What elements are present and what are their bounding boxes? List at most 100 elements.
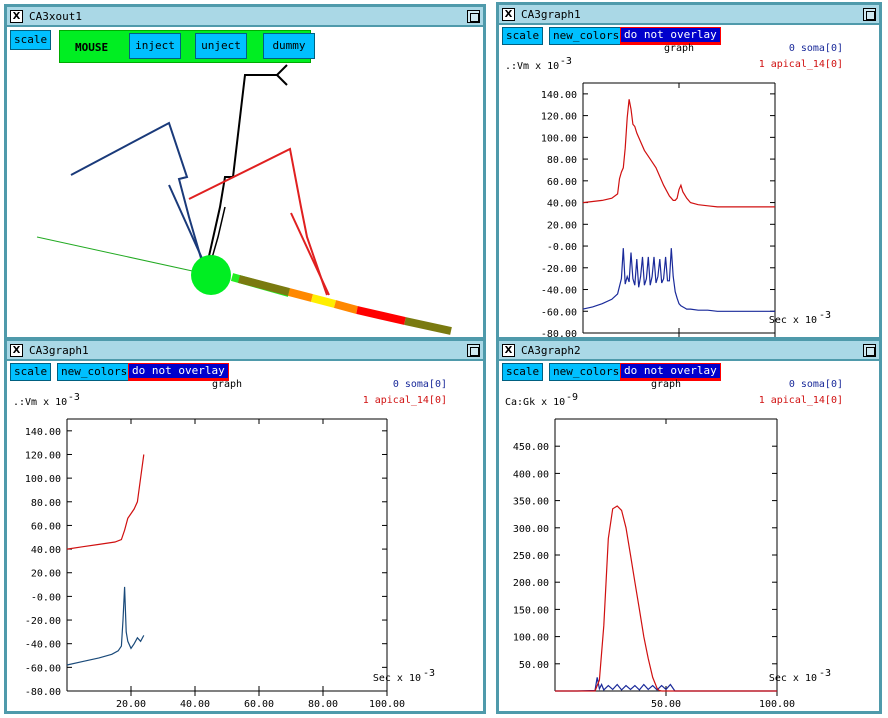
mouse-panel: MOUSE inject unject dummy bbox=[59, 30, 315, 63]
mouse-label: MOUSE bbox=[75, 41, 109, 54]
do-not-overlay-button[interactable]: do not overlay bbox=[620, 27, 721, 45]
y-tick-label: 100.00 bbox=[25, 474, 61, 485]
y-tick-label: 300.00 bbox=[513, 524, 549, 535]
axon-segment-7 bbox=[404, 317, 452, 335]
maximize-icon[interactable] bbox=[863, 8, 876, 21]
titlebar[interactable]: X CA3graph1 bbox=[499, 5, 879, 25]
window-title: CA3graph2 bbox=[521, 344, 581, 357]
dendrite-blue-2 bbox=[168, 184, 206, 266]
series-line-1 bbox=[66, 454, 145, 550]
window-ca3graph2: X CA3graph2 scale new_colors do not over… bbox=[496, 338, 882, 714]
y-tick-label: 150.00 bbox=[513, 605, 549, 616]
y-tick-label: 350.00 bbox=[513, 497, 549, 508]
y-axis-label: .:Vm x 10 bbox=[13, 397, 67, 408]
neuron-view[interactable] bbox=[7, 57, 483, 337]
dummy-button[interactable]: dummy bbox=[263, 33, 315, 59]
unject-button[interactable]: unject bbox=[195, 33, 247, 59]
x-axis-label: Sec x 10 bbox=[769, 673, 817, 684]
axon-segment-2 bbox=[237, 275, 291, 296]
titlebar[interactable]: X CA3xout1 bbox=[7, 7, 483, 27]
series-line-1 bbox=[555, 505, 777, 692]
x-tick-label: 50.00 bbox=[651, 699, 681, 710]
x-close-icon[interactable]: X bbox=[502, 344, 515, 357]
x-tick-label: 60.00 bbox=[244, 699, 274, 710]
y-tick-label: 100.00 bbox=[513, 633, 549, 644]
window-title: CA3graph1 bbox=[29, 344, 89, 357]
x-axis-label: Sec x 10 bbox=[769, 315, 817, 326]
legend-entry: 0 soma[0] bbox=[789, 379, 843, 390]
window-ca3graph1-bottom: X CA3graph1 scale new_colors do not over… bbox=[4, 338, 486, 714]
y-tick-label: -40.00 bbox=[25, 640, 61, 651]
x-tick-label: 80.00 bbox=[308, 699, 338, 710]
series-line-0 bbox=[582, 248, 775, 312]
y-tick-label: 140.00 bbox=[541, 90, 577, 101]
maximize-icon[interactable] bbox=[467, 344, 480, 357]
series-line-0 bbox=[555, 677, 777, 692]
new-colors-button[interactable]: new_colors bbox=[549, 27, 624, 45]
legend-entry: 1 apical_14[0] bbox=[759, 395, 843, 406]
new-colors-button[interactable]: new_colors bbox=[57, 363, 132, 381]
plot-canvas[interactable]: graph 0 soma[0]1 apical_14[0].:Vm x 10 -3S… bbox=[7, 379, 483, 713]
window-ca3xout1: X CA3xout1 scale MOUSE inject unject dum… bbox=[4, 4, 486, 340]
y-tick-label: 450.00 bbox=[513, 442, 549, 453]
x-tick-label: 40.00 bbox=[180, 699, 210, 710]
legend-entry: 0 soma[0] bbox=[393, 379, 447, 390]
y-tick-label: -60.00 bbox=[541, 307, 577, 318]
titlebar[interactable]: X CA3graph1 bbox=[7, 341, 483, 361]
y-tick-label: 120.00 bbox=[541, 112, 577, 123]
window-ca3graph1-top: X CA3graph1 scale new_colors do not over… bbox=[496, 2, 882, 340]
dendrite-green bbox=[36, 236, 198, 273]
x-axis-exponent: -3 bbox=[819, 668, 831, 679]
y-tick-label: 100.00 bbox=[541, 133, 577, 144]
y-tick-label: 40.00 bbox=[31, 545, 61, 556]
x-axis-label: Sec x 10 bbox=[373, 673, 421, 684]
axon-segment-3 bbox=[287, 288, 314, 302]
y-tick-label: -0.00 bbox=[31, 592, 61, 603]
window-title: CA3graph1 bbox=[521, 8, 581, 21]
y-axis-exponent: -3 bbox=[560, 56, 572, 67]
dendrite-blue bbox=[70, 121, 204, 266]
titlebar[interactable]: X CA3graph2 bbox=[499, 341, 879, 361]
y-tick-label: 40.00 bbox=[547, 199, 577, 210]
y-tick-label: -60.00 bbox=[25, 663, 61, 674]
x-axis-exponent: -3 bbox=[819, 310, 831, 321]
y-tick-label: -80.00 bbox=[25, 687, 61, 698]
y-tick-label: 200.00 bbox=[513, 578, 549, 589]
inject-button[interactable]: inject bbox=[129, 33, 181, 59]
plot-canvas[interactable]: graph 0 soma[0] 1 apical_14[0] Ca:Gk x 10 -9… bbox=[499, 379, 879, 713]
y-tick-label: 60.00 bbox=[31, 521, 61, 532]
maximize-icon[interactable] bbox=[467, 10, 480, 23]
dendrite-red bbox=[188, 147, 328, 296]
y-tick-label: 80.00 bbox=[31, 498, 61, 509]
do-not-overlay-button[interactable]: do not overlay bbox=[128, 363, 229, 381]
scale-button[interactable]: scale bbox=[10, 30, 52, 50]
legend-entry: 0 soma[0] bbox=[789, 43, 843, 54]
y-tick-label: 120.00 bbox=[25, 450, 61, 461]
x-close-icon[interactable]: X bbox=[10, 10, 23, 23]
do-not-overlay-button[interactable]: do not overlay bbox=[620, 363, 721, 381]
y-tick-label: -20.00 bbox=[25, 616, 61, 627]
y-tick-label: -0.00 bbox=[547, 242, 577, 253]
y-tick-label: 60.00 bbox=[547, 177, 577, 188]
plot-canvas[interactable]: graph 0 soma[0]1 apical_14[0].:Vm x 10 -3S… bbox=[499, 43, 879, 339]
y-tick-label: 250.00 bbox=[513, 551, 549, 562]
new-colors-button[interactable]: new_colors bbox=[549, 363, 624, 381]
y-tick-label: 140.00 bbox=[25, 427, 61, 438]
y-tick-label: -80.00 bbox=[541, 329, 577, 339]
x-close-icon[interactable]: X bbox=[10, 344, 23, 357]
x-close-icon[interactable]: X bbox=[502, 8, 515, 21]
dendrite-black-branch bbox=[276, 74, 288, 86]
legend-entry: 1 apical_14[0] bbox=[759, 59, 843, 70]
axon-segment-4 bbox=[310, 294, 337, 308]
y-axis-label: Ca:Gk x 10 bbox=[505, 397, 565, 408]
scale-button[interactable]: scale bbox=[502, 27, 544, 45]
y-tick-label: 50.00 bbox=[519, 660, 549, 671]
y-tick-label: 20.00 bbox=[547, 220, 577, 231]
y-axis-exponent: -3 bbox=[68, 392, 80, 403]
y-tick-label: -40.00 bbox=[541, 286, 577, 297]
x-tick-label: 100.00 bbox=[369, 699, 405, 710]
maximize-icon[interactable] bbox=[863, 344, 876, 357]
scale-button[interactable]: scale bbox=[502, 363, 544, 381]
scale-button[interactable]: scale bbox=[10, 363, 52, 381]
axon-segment-5 bbox=[333, 300, 359, 314]
